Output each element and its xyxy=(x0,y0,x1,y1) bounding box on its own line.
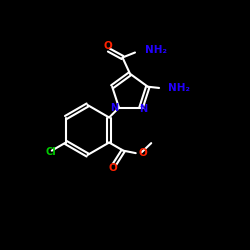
Text: NH₂: NH₂ xyxy=(168,83,190,93)
Text: Cl: Cl xyxy=(45,147,56,157)
Text: N: N xyxy=(110,103,118,113)
Text: O: O xyxy=(109,163,118,173)
Text: N: N xyxy=(139,104,147,114)
Text: O: O xyxy=(139,148,147,158)
Text: NH₂: NH₂ xyxy=(145,45,167,55)
Text: O: O xyxy=(103,41,112,51)
